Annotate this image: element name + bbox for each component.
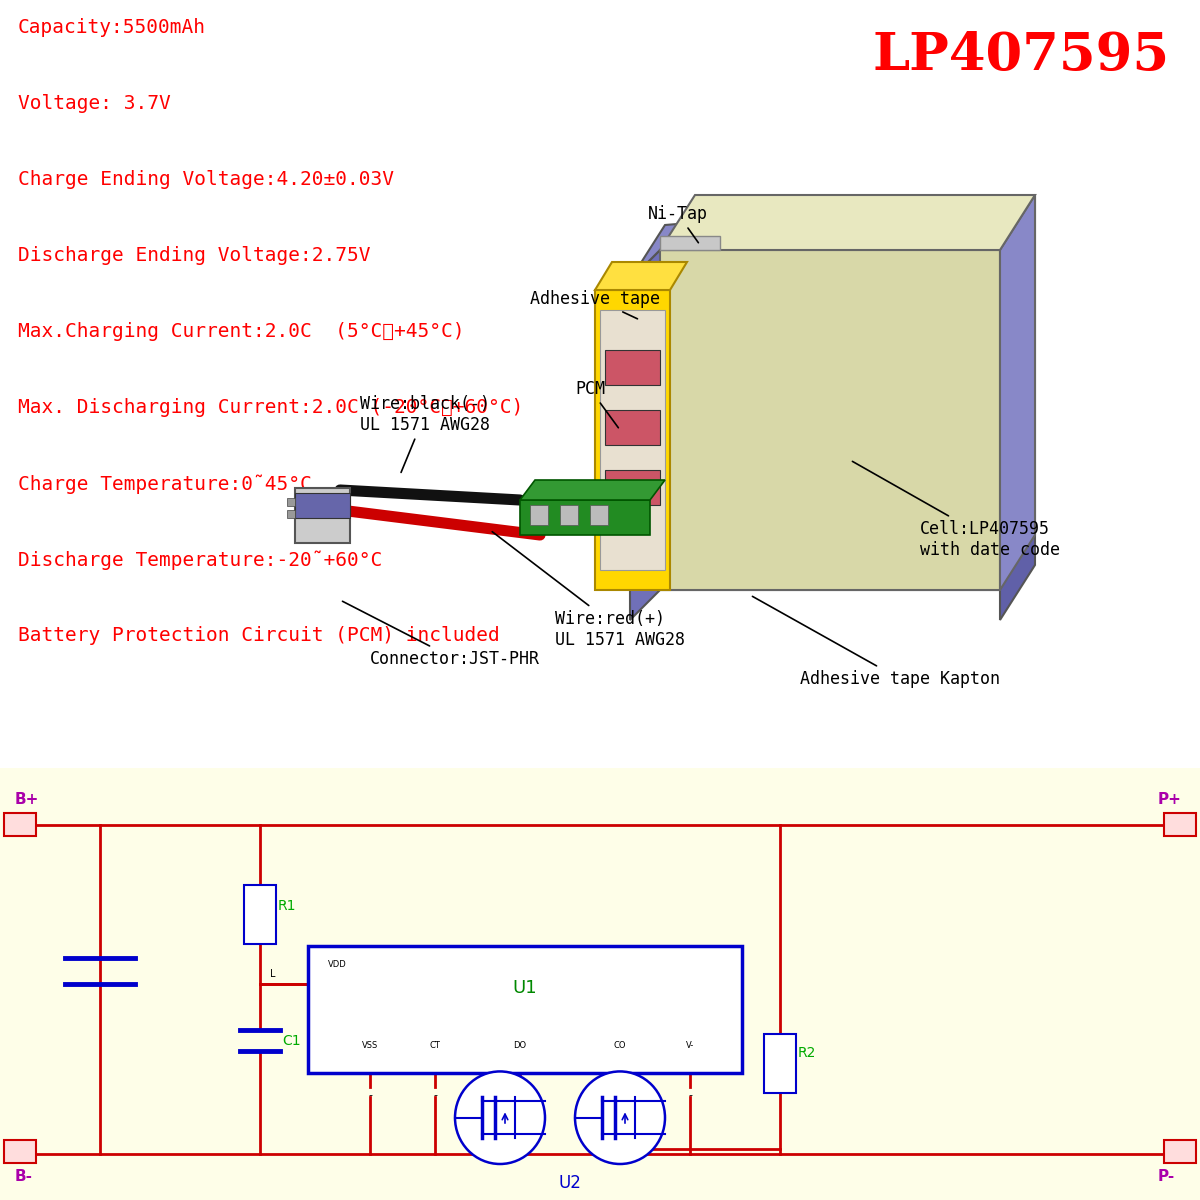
Text: LP407595: LP407595 [872, 30, 1170, 80]
Polygon shape [595, 290, 670, 590]
Text: -: - [368, 1090, 372, 1100]
Text: PCM: PCM [575, 380, 618, 427]
Text: Battery Protection Circuit (PCM) included: Battery Protection Circuit (PCM) include… [18, 626, 499, 646]
Text: CO: CO [613, 1042, 626, 1050]
Text: B+: B+ [14, 792, 40, 808]
Text: -: - [433, 1090, 437, 1100]
Polygon shape [660, 194, 1034, 250]
Polygon shape [1000, 194, 1034, 620]
Text: Discharge Ending Voltage:2.75V: Discharge Ending Voltage:2.75V [18, 246, 371, 265]
Text: Charge Ending Voltage:4.20±0.03V: Charge Ending Voltage:4.20±0.03V [18, 170, 394, 188]
Polygon shape [560, 505, 578, 526]
FancyBboxPatch shape [308, 946, 742, 1074]
Text: Ni-Tap: Ni-Tap [648, 205, 708, 242]
Text: Wire:red(+)
UL 1571 AWG28: Wire:red(+) UL 1571 AWG28 [492, 532, 685, 649]
Polygon shape [520, 500, 650, 535]
Polygon shape [660, 250, 1000, 590]
FancyBboxPatch shape [4, 814, 36, 836]
FancyBboxPatch shape [1164, 1140, 1196, 1163]
Text: Connector:JST-PHR: Connector:JST-PHR [342, 601, 540, 668]
Circle shape [455, 1072, 545, 1164]
Circle shape [575, 1072, 665, 1164]
Text: DO: DO [514, 1042, 527, 1050]
Text: Charge Temperature:0˜45°C: Charge Temperature:0˜45°C [18, 474, 312, 493]
FancyBboxPatch shape [764, 1034, 796, 1093]
Text: Max.Charging Current:2.0C  (5°C～+45°C): Max.Charging Current:2.0C (5°C～+45°C) [18, 322, 464, 341]
Text: R1: R1 [278, 899, 296, 913]
Polygon shape [605, 470, 660, 505]
Text: -: - [688, 1090, 692, 1100]
Text: P-: P- [1158, 1169, 1175, 1184]
Polygon shape [630, 194, 1034, 280]
Polygon shape [600, 310, 665, 570]
Text: Discharge Temperature:-20˜+60°C: Discharge Temperature:-20˜+60°C [18, 550, 383, 570]
Text: Adhesive tape Kapton: Adhesive tape Kapton [752, 596, 1000, 688]
Text: L: L [270, 968, 276, 979]
Text: U2: U2 [558, 1175, 582, 1193]
Polygon shape [605, 410, 660, 445]
Text: Wire:black(-)
UL 1571 AWG28: Wire:black(-) UL 1571 AWG28 [360, 395, 490, 473]
Polygon shape [520, 480, 665, 500]
Polygon shape [287, 498, 295, 506]
Polygon shape [287, 510, 295, 518]
Polygon shape [0, 768, 1200, 1200]
Polygon shape [530, 505, 548, 526]
Polygon shape [630, 250, 1000, 620]
Text: -: - [618, 1090, 622, 1100]
FancyBboxPatch shape [4, 1140, 36, 1163]
Text: Max. Discharging Current:2.0C (-20°C～+60°C): Max. Discharging Current:2.0C (-20°C～+60… [18, 398, 523, 416]
Text: Cell:LP407595
with date code: Cell:LP407595 with date code [852, 461, 1060, 559]
Text: P+: P+ [1158, 792, 1182, 808]
Text: Voltage: 3.7V: Voltage: 3.7V [18, 94, 170, 113]
Text: VSS: VSS [362, 1042, 378, 1050]
Text: C1: C1 [282, 1033, 301, 1048]
Polygon shape [660, 236, 720, 250]
Polygon shape [295, 493, 350, 518]
Polygon shape [605, 350, 660, 385]
Text: B-: B- [14, 1169, 34, 1184]
Polygon shape [590, 505, 608, 526]
FancyBboxPatch shape [1164, 814, 1196, 836]
Text: Adhesive tape: Adhesive tape [530, 290, 660, 319]
Text: VDD: VDD [328, 960, 347, 970]
Text: Capacity:5500mAh: Capacity:5500mAh [18, 18, 206, 37]
Text: R2: R2 [798, 1045, 816, 1060]
FancyBboxPatch shape [244, 886, 276, 944]
Polygon shape [295, 488, 350, 542]
Text: CT: CT [430, 1042, 440, 1050]
Polygon shape [1000, 194, 1034, 590]
Text: -: - [518, 1090, 522, 1100]
Polygon shape [595, 262, 686, 290]
Text: U1: U1 [512, 979, 538, 997]
Text: V-: V- [686, 1042, 694, 1050]
